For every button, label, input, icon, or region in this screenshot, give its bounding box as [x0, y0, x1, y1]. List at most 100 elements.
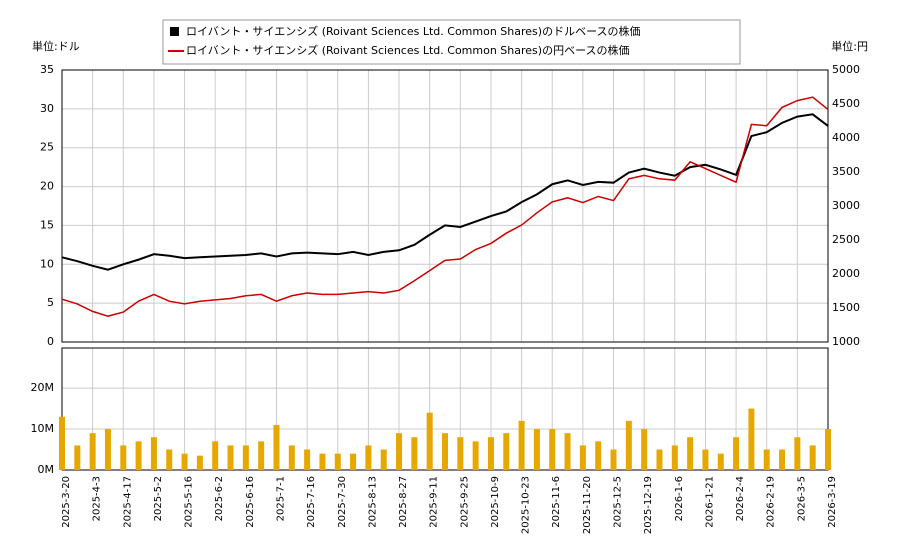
- volume-bar: [227, 445, 234, 470]
- x-tick-label: 2025-12-5: [613, 476, 624, 528]
- x-tick-label: 2025-5-16: [184, 476, 195, 528]
- x-tick-label: 2025-5-2: [153, 476, 164, 521]
- x-tick-label: 2025-10-23: [521, 476, 532, 534]
- y2-tick-label: 3000: [832, 199, 860, 212]
- volume-bar: [319, 453, 326, 470]
- volume-bar: [74, 445, 81, 470]
- x-tick-label: 2025-11-6: [551, 476, 562, 528]
- volume-bar: [288, 445, 295, 470]
- volume-bar: [411, 437, 418, 470]
- volume-bar: [196, 455, 203, 470]
- y2-tick-label: 4500: [832, 97, 860, 110]
- y2-tick-label: 3500: [832, 165, 860, 178]
- volume-bar: [671, 445, 678, 470]
- volume-bar: [641, 429, 648, 470]
- volume-bar: [258, 441, 265, 470]
- y-tick-label: 0: [47, 335, 54, 348]
- volume-bar: [656, 449, 663, 470]
- volume-bar: [120, 445, 127, 470]
- x-tick-label: 2025-3-20: [61, 476, 72, 528]
- volume-bar: [748, 408, 755, 470]
- x-tick-label: 2025-8-13: [367, 476, 378, 528]
- volume-bar: [779, 449, 786, 470]
- volume-bar: [426, 412, 433, 470]
- volume-bar: [687, 437, 694, 470]
- y2-tick-label: 5000: [832, 63, 860, 76]
- x-tick-label: 2026-2-4: [735, 476, 746, 521]
- x-tick-label: 2025-11-20: [582, 476, 593, 534]
- y-tick-label: 20M: [31, 381, 55, 394]
- volume-bar: [518, 420, 525, 470]
- volume-bar: [763, 449, 770, 470]
- x-tick-label: 2025-12-19: [643, 476, 654, 534]
- volume-bar: [595, 441, 602, 470]
- volume-bar: [166, 449, 173, 470]
- volume-bar: [442, 433, 448, 470]
- x-tick-label: 2025-4-17: [122, 476, 133, 528]
- volume-bar: [564, 433, 571, 470]
- y-tick-label: 5: [47, 296, 54, 309]
- legend-label: ロイバント・サイエンシズ (Roivant Sciences Ltd. Comm…: [186, 24, 641, 38]
- volume-bar: [242, 445, 249, 470]
- volume-bar: [825, 429, 831, 470]
- x-tick-label: 2026-3-5: [796, 476, 807, 521]
- x-tick-label: 2025-4-3: [92, 476, 103, 521]
- volume-bar: [350, 453, 357, 470]
- volume-bar: [273, 424, 280, 470]
- volume-bar: [104, 429, 111, 470]
- plot-frame: [61, 69, 829, 343]
- y-tick-label: 30: [40, 102, 54, 115]
- y2-tick-label: 2000: [832, 267, 860, 280]
- volume-bar: [610, 449, 617, 470]
- volume-bar: [579, 445, 586, 470]
- volume-bar: [794, 437, 801, 470]
- volume-bar: [334, 453, 341, 470]
- x-tick-label: 2025-6-16: [245, 476, 256, 528]
- volume-bar: [380, 449, 387, 470]
- price-line: [61, 96, 829, 317]
- volume-bar: [625, 420, 632, 470]
- volume-bar: [135, 441, 142, 470]
- x-tick-label: 2025-9-11: [429, 476, 440, 528]
- y2-tick-label: 4000: [832, 131, 860, 144]
- x-tick-label: 2025-7-16: [306, 476, 317, 528]
- y-tick-label: 20: [40, 180, 54, 193]
- y2-tick-label: 1500: [832, 301, 860, 314]
- volume-bar: [181, 453, 188, 470]
- legend-marker: [170, 27, 179, 36]
- volume-bar: [487, 437, 494, 470]
- x-tick-label: 2026-3-19: [827, 476, 838, 528]
- volume-bar: [702, 449, 709, 470]
- y2-unit: 単位:円: [831, 39, 868, 53]
- volume-bar: [59, 416, 65, 470]
- x-tick-label: 2025-10-9: [490, 476, 501, 528]
- volume-bar: [150, 437, 157, 470]
- volume-bar: [717, 453, 724, 470]
- y-unit: 単位:ドル: [32, 39, 80, 53]
- volume-bar: [89, 433, 96, 470]
- x-tick-label: 2026-1-6: [674, 476, 685, 521]
- volume-bar: [365, 445, 372, 470]
- x-tick-label: 2026-1-21: [704, 476, 715, 528]
- legend-label: ロイバント・サイエンシズ (Roivant Sciences Ltd. Comm…: [186, 43, 630, 57]
- y-tick-label: 25: [40, 141, 54, 154]
- y2-tick-label: 2500: [832, 233, 860, 246]
- x-tick-label: 2025-9-25: [459, 476, 470, 528]
- x-tick-label: 2025-8-27: [398, 476, 409, 528]
- volume-bar: [533, 429, 540, 470]
- x-tick-label: 2025-6-2: [214, 476, 225, 521]
- volume-bar: [549, 429, 556, 470]
- volume-bar: [503, 433, 510, 470]
- volume-bar: [212, 441, 219, 470]
- y-tick-label: 0M: [38, 463, 55, 476]
- volume-bar: [457, 437, 464, 470]
- y-tick-label: 10M: [31, 422, 55, 435]
- volume-bar: [472, 441, 479, 470]
- x-tick-label: 2025-7-1: [275, 476, 286, 521]
- x-tick-label: 2026-2-19: [766, 476, 777, 528]
- y-tick-label: 15: [40, 218, 54, 231]
- volume-bar: [809, 445, 816, 470]
- legend: [162, 19, 741, 65]
- y-tick-label: 35: [40, 63, 54, 76]
